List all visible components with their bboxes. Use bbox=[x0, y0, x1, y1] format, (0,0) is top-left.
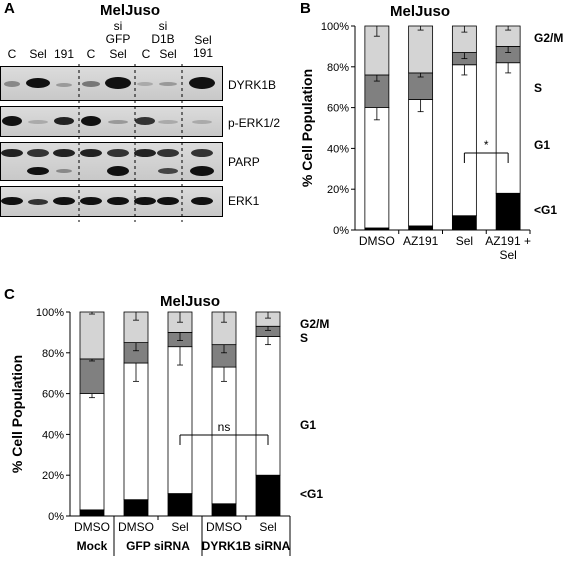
x-tick-label: AZ191 bbox=[403, 234, 439, 248]
blot-erk1 bbox=[0, 186, 223, 217]
blot-label-parp: PARP bbox=[228, 155, 260, 169]
x-tick-label: AZ191 + bbox=[485, 234, 531, 248]
x-tick-label: Sel bbox=[171, 520, 188, 534]
group-label: GFP siRNA bbox=[126, 539, 190, 553]
y-tick-label: 40% bbox=[42, 429, 64, 441]
significance-label: ns bbox=[218, 420, 231, 434]
group-label-si-gfp: si GFP bbox=[105, 19, 131, 46]
y-axis-label: % Cell Population bbox=[9, 355, 25, 473]
panel-letter-c: C bbox=[4, 286, 15, 303]
series-label: <G1 bbox=[534, 203, 557, 217]
chart-title: MelJuso bbox=[160, 293, 220, 310]
bar-segment bbox=[451, 64, 477, 217]
x-tick-label: Sel bbox=[499, 248, 516, 262]
blot-label-p-erk: p-ERK1/2 bbox=[228, 116, 281, 130]
y-axis-label: % Cell Population bbox=[299, 69, 315, 187]
blot-dyrk1b bbox=[0, 66, 223, 101]
chart-b: MelJuso % Cell Population 0% 20% 40% 60% 80% 10… bbox=[299, 3, 563, 262]
lane-label: Sel bbox=[29, 47, 47, 61]
bar-segment bbox=[123, 362, 149, 501]
lane-label: C bbox=[141, 47, 151, 61]
group-label-si-d1b: si D1B bbox=[151, 19, 175, 46]
blot-p-erk bbox=[0, 106, 223, 137]
lane-label: C bbox=[86, 47, 96, 61]
y-tick-label: 100% bbox=[321, 21, 349, 33]
lane-label: Sel bbox=[159, 47, 177, 61]
series-label: G1 bbox=[300, 418, 316, 432]
x-tick-label: DMSO bbox=[206, 520, 242, 534]
group-label: Mock bbox=[77, 539, 108, 553]
bar-segment bbox=[364, 107, 390, 229]
bar-segment bbox=[79, 358, 105, 394]
y-tick-label: 100% bbox=[36, 307, 64, 319]
x-tick-label: DMSO bbox=[359, 234, 395, 248]
significance-label: * bbox=[484, 138, 489, 152]
bar-segment bbox=[167, 346, 193, 494]
x-tick-label: Sel bbox=[456, 234, 473, 248]
blot-parp bbox=[0, 142, 223, 181]
panel-a-title: MelJuso bbox=[99, 2, 160, 19]
series-label: S bbox=[534, 81, 542, 95]
y-tick-label: 60% bbox=[327, 103, 349, 115]
panel-letter-b: B bbox=[300, 0, 311, 17]
series-label: S bbox=[300, 331, 308, 345]
y-tick-label: 60% bbox=[42, 389, 64, 401]
series-label: <G1 bbox=[300, 487, 323, 501]
western-blot bbox=[0, 62, 223, 222]
blot-label-dyrk1b: DYRK1B bbox=[228, 78, 277, 92]
series-label: G2/M bbox=[300, 317, 329, 331]
chart-c: MelJuso % Cell Population 0% 20% 40% 60% 80% 10… bbox=[9, 293, 329, 556]
bar-segment bbox=[79, 311, 105, 360]
series-label: G2/M bbox=[534, 31, 563, 45]
group-label-sel-191: Sel 191 bbox=[192, 33, 214, 60]
x-tick-label: DMSO bbox=[118, 520, 154, 534]
y-tick-label: 80% bbox=[42, 348, 64, 360]
x-tick-label: DMSO bbox=[74, 520, 110, 534]
x-tick-label: Sel bbox=[259, 520, 276, 534]
lane-label: C bbox=[7, 47, 17, 61]
y-tick-label: 40% bbox=[327, 143, 349, 155]
blot-label-erk1: ERK1 bbox=[228, 194, 260, 208]
bar-segment bbox=[79, 393, 105, 511]
chart-title: MelJuso bbox=[390, 3, 450, 20]
group-label: DYRK1B siRNA bbox=[202, 539, 291, 553]
y-tick-label: 0% bbox=[48, 511, 64, 523]
y-tick-label: 20% bbox=[42, 470, 64, 482]
bar-segment bbox=[408, 99, 434, 227]
y-tick-label: 80% bbox=[327, 62, 349, 74]
y-tick-label: 20% bbox=[327, 184, 349, 196]
bar-segment bbox=[408, 25, 434, 74]
panel-letter-a: A bbox=[4, 0, 15, 17]
bar-segment bbox=[255, 336, 281, 476]
bar-segment bbox=[495, 62, 521, 194]
lane-label: Sel bbox=[109, 47, 127, 61]
lane-label: 191 bbox=[53, 47, 75, 61]
y-tick-label: 0% bbox=[333, 225, 349, 237]
series-label: G1 bbox=[534, 138, 550, 152]
